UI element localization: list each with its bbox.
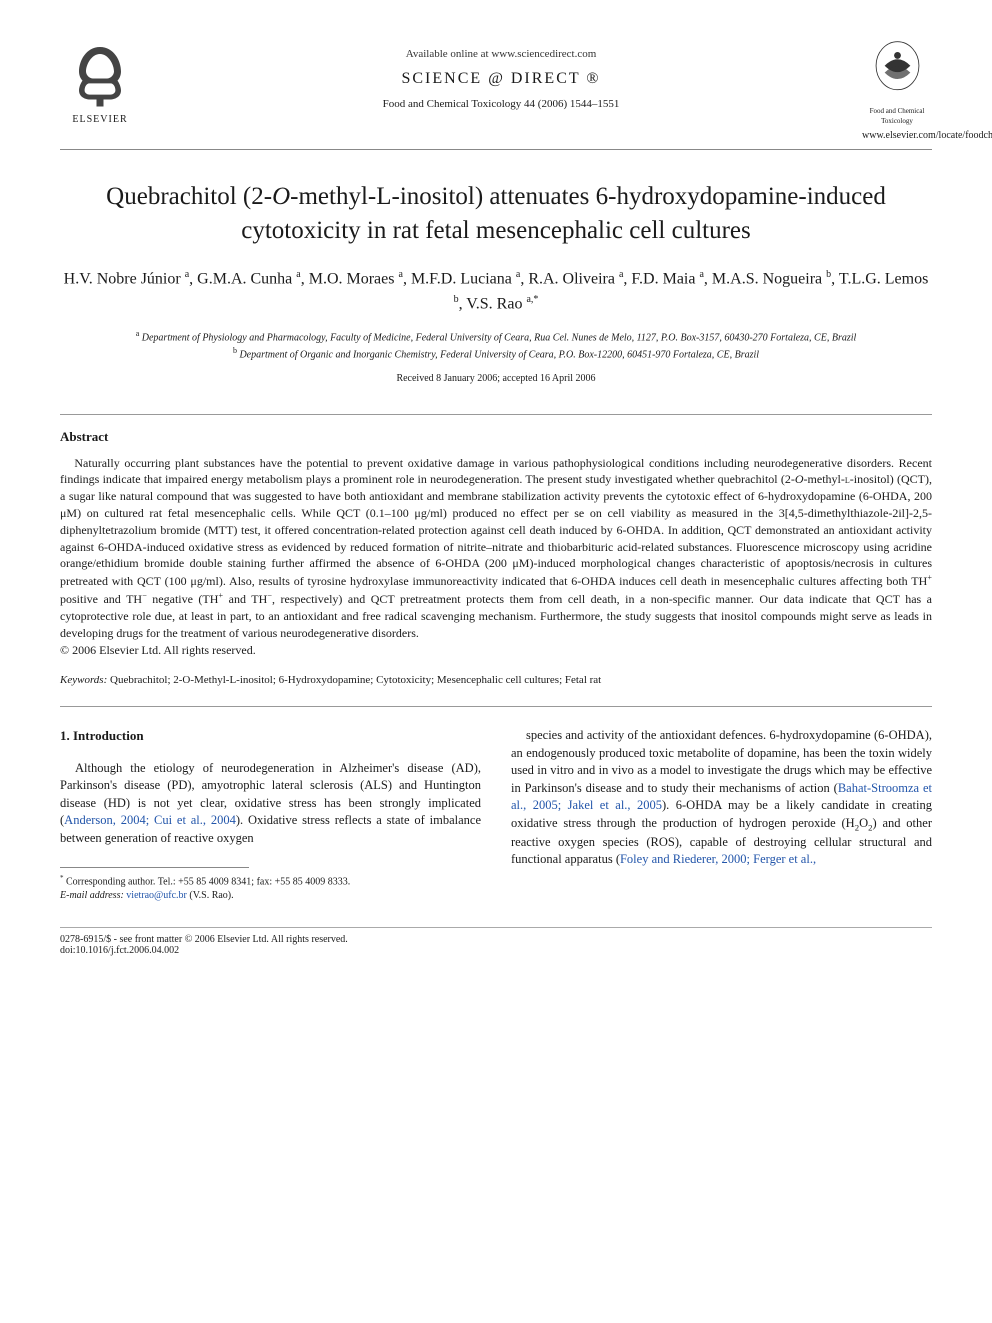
intro-para-col1: Although the etiology of neurodegenerati… bbox=[60, 760, 481, 848]
title-o: O bbox=[272, 183, 290, 210]
science-direct-logo: SCIENCE @ DIRECT ® bbox=[140, 70, 862, 88]
intro-para-col2: species and activity of the antioxidant … bbox=[511, 727, 932, 868]
authors-list: H.V. Nobre Júnior a, G.M.A. Cunha a, M.O… bbox=[60, 267, 932, 316]
journal-caption-1: Food and Chemical bbox=[862, 107, 932, 115]
column-left: 1. Introduction Although the etiology of… bbox=[60, 727, 481, 903]
header-row: ELSEVIER Available online at www.science… bbox=[60, 40, 932, 141]
column-right: species and activity of the antioxidant … bbox=[511, 727, 932, 903]
affiliations: a Department of Physiology and Pharmacol… bbox=[60, 328, 932, 363]
affiliation-a: a Department of Physiology and Pharmacol… bbox=[60, 328, 932, 345]
footnote-email-label: E-mail address: bbox=[60, 890, 124, 901]
corresponding-author-footnote: * Corresponding author. Tel.: +55 85 400… bbox=[60, 874, 481, 903]
locate-url: www.elsevier.com/locate/foodchemtox bbox=[862, 130, 932, 141]
center-header: Available online at www.sciencedirect.co… bbox=[140, 40, 862, 110]
footnote-divider bbox=[60, 867, 249, 868]
front-matter-text: 0278-6915/$ - see front matter © 2006 El… bbox=[60, 934, 348, 945]
footnote-who: (V.S. Rao). bbox=[189, 890, 233, 901]
abstract-copyright: © 2006 Elsevier Ltd. All rights reserved… bbox=[60, 643, 932, 658]
journal-caption-2: Toxicology bbox=[862, 117, 932, 125]
journal-logo: Food and Chemical Toxicology www.elsevie… bbox=[862, 40, 932, 141]
sd-prefix: SCIENCE bbox=[401, 70, 482, 87]
affiliation-b: b Department of Organic and Inorganic Ch… bbox=[60, 345, 932, 362]
sd-reg: ® bbox=[586, 70, 600, 87]
sd-suffix: DIRECT bbox=[511, 70, 580, 87]
journal-reference: Food and Chemical Toxicology 44 (2006) 1… bbox=[140, 98, 862, 110]
affiliation-b-text: Department of Organic and Inorganic Chem… bbox=[239, 350, 759, 361]
keywords-text: Quebrachitol; 2-O-Methyl-L-inositol; 6-H… bbox=[107, 674, 601, 686]
publisher-name: ELSEVIER bbox=[72, 114, 127, 125]
title-l: L bbox=[376, 183, 391, 210]
title-mid: -methyl- bbox=[290, 183, 376, 210]
keywords-label: Keywords: bbox=[60, 674, 107, 686]
keywords-row: Keywords: Quebrachitol; 2-O-Methyl-L-ino… bbox=[60, 674, 932, 686]
abstract-text: Naturally occurring plant substances hav… bbox=[60, 455, 932, 642]
publisher-logo: ELSEVIER bbox=[60, 40, 140, 125]
abstract-top-divider bbox=[60, 414, 932, 415]
available-online-text: Available online at www.sciencedirect.co… bbox=[140, 48, 862, 60]
abstract-heading: Abstract bbox=[60, 429, 932, 445]
bottom-left: 0278-6915/$ - see front matter © 2006 El… bbox=[60, 934, 348, 956]
doi-text: doi:10.1016/j.fct.2006.04.002 bbox=[60, 945, 348, 956]
affiliation-a-text: Department of Physiology and Pharmacolog… bbox=[142, 332, 857, 343]
article-title: Quebrachitol (2-O-methyl-L-inositol) att… bbox=[100, 180, 892, 248]
title-pre: Quebrachitol (2- bbox=[106, 183, 272, 210]
header-divider bbox=[60, 149, 932, 150]
bottom-bar: 0278-6915/$ - see front matter © 2006 El… bbox=[60, 927, 932, 956]
article-dates: Received 8 January 2006; accepted 16 Apr… bbox=[60, 373, 932, 384]
elsevier-tree-icon bbox=[65, 40, 135, 110]
abstract-bottom-divider bbox=[60, 706, 932, 707]
introduction-heading: 1. Introduction bbox=[60, 727, 481, 745]
footnote-email[interactable]: vietrao@ufc.br bbox=[126, 890, 187, 901]
body-columns: 1. Introduction Although the etiology of… bbox=[60, 727, 932, 903]
footnote-corr: Corresponding author. Tel.: +55 85 4009 … bbox=[66, 876, 350, 887]
journal-icon bbox=[870, 40, 925, 100]
sd-at-symbol: @ bbox=[488, 70, 505, 87]
